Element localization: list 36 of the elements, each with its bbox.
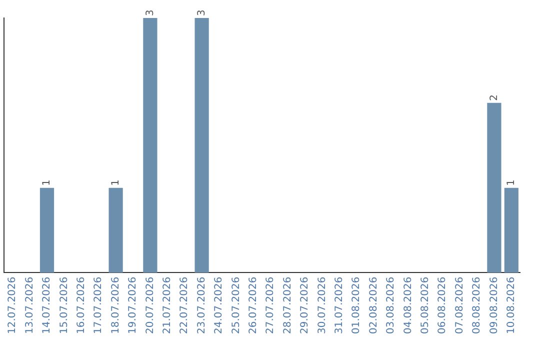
x-tick-label: 27.07.2026 <box>265 276 276 334</box>
x-tick-label: 14.07.2026 <box>42 276 53 334</box>
x-tick-label: 12.07.2026 <box>7 276 18 334</box>
x-tick-label: 10.08.2026 <box>506 276 517 334</box>
data-label: 1 <box>506 179 517 186</box>
x-tick-label: 13.07.2026 <box>24 276 36 334</box>
x-tick-label: 08.08.2026 <box>472 276 483 334</box>
x-tick-label: 15.07.2026 <box>58 276 70 334</box>
x-tick-label: 06.08.2026 <box>437 276 448 334</box>
x-tick-label: 23.07.2026 <box>196 276 208 334</box>
x-tick-label: 28.07.2026 <box>282 276 294 334</box>
x-tick-label: 20.07.2026 <box>144 276 156 334</box>
x-tick-label: 16.07.2026 <box>76 276 87 334</box>
x-tick-label: 29.07.2026 <box>300 276 311 334</box>
x-tick-label: 02.08.2026 <box>368 276 380 334</box>
x-tick-label: 01.08.2026 <box>351 276 362 334</box>
data-label: 3 <box>144 10 156 16</box>
x-tick-label: 07.08.2026 <box>454 276 466 334</box>
x-tick-label: 21.07.2026 <box>162 276 173 334</box>
x-tick-label: 30.07.2026 <box>316 276 328 334</box>
x-tick-label: 25.07.2026 <box>230 276 242 334</box>
data-label: 3 <box>196 10 208 16</box>
x-tick-label: 18.07.2026 <box>110 276 122 334</box>
x-tick-label: 26.07.2026 <box>248 276 259 334</box>
x-tick-label: 19.07.2026 <box>128 276 139 334</box>
x-tick-label: 05.08.2026 <box>420 276 431 334</box>
x-tick-label: 09.08.2026 <box>488 276 500 334</box>
data-label: 1 <box>110 179 122 186</box>
x-tick-label: 31.07.2026 <box>334 276 345 334</box>
x-tick-label: 24.07.2026 <box>214 276 225 334</box>
x-tick-label: 03.08.2026 <box>386 276 397 334</box>
x-tick-label: 04.08.2026 <box>402 276 414 334</box>
data-label: 1 <box>42 179 53 186</box>
data-label: 2 <box>488 94 500 101</box>
x-tick-label: 22.07.2026 <box>179 276 190 334</box>
x-tick-label: 17.07.2026 <box>93 276 104 334</box>
